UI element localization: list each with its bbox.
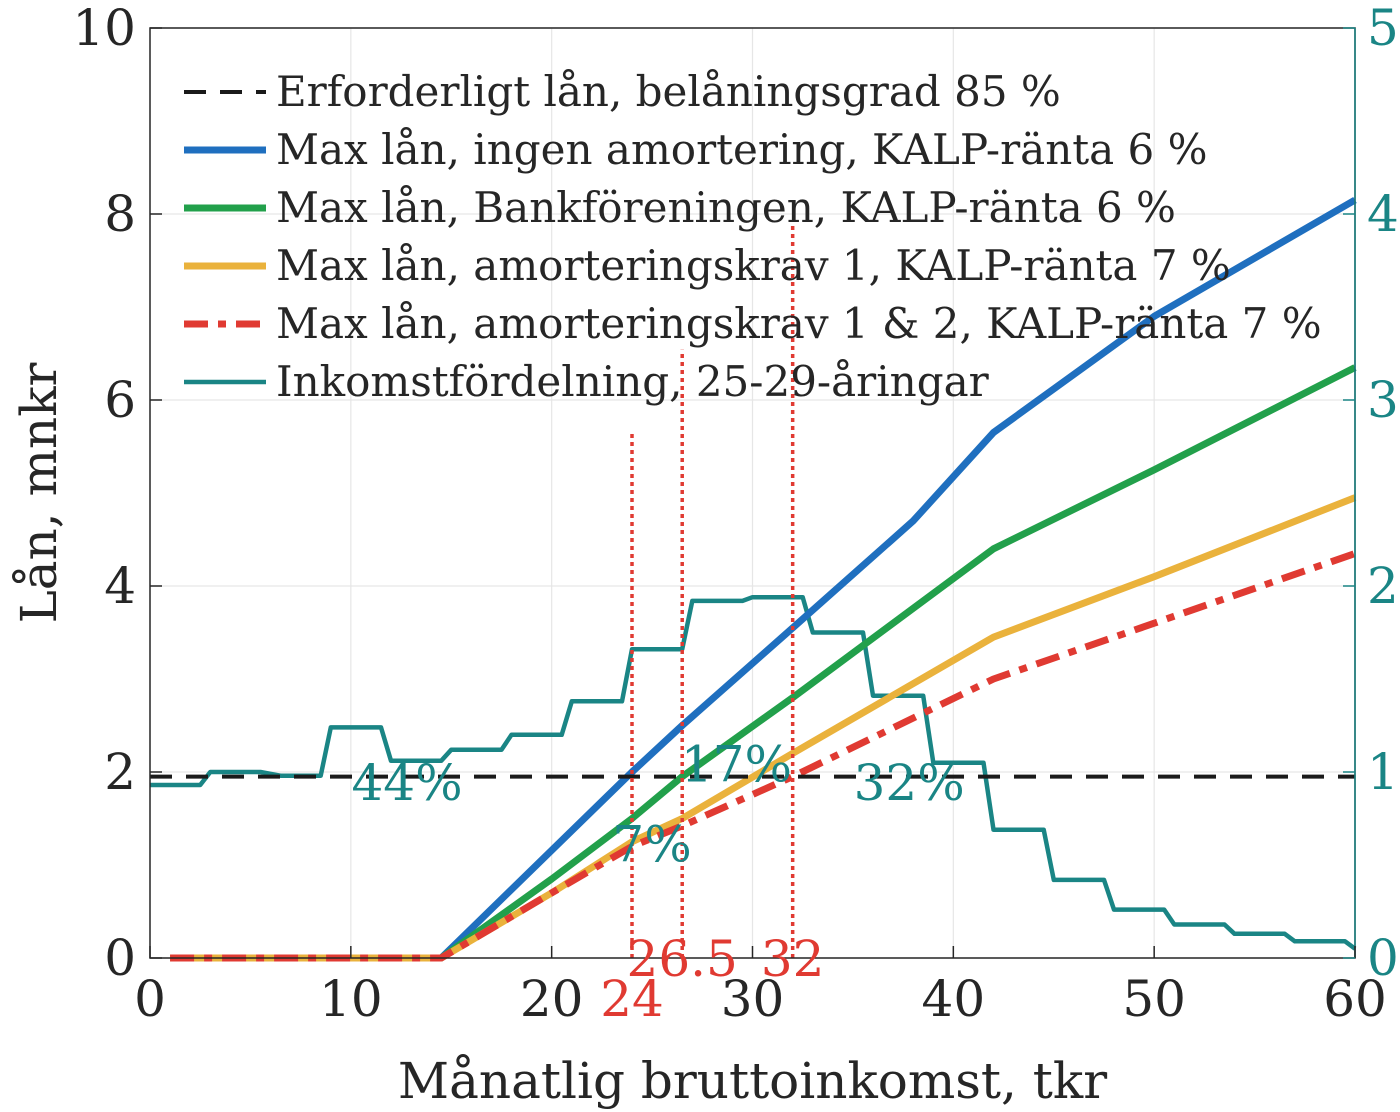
legend-entry: Max lån, Bankföreningen, KALP-ränta 6 % (276, 183, 1176, 232)
y-tick-label: 4 (104, 557, 136, 615)
legend-entry: Max lån, ingen amortering, KALP-ränta 6 … (276, 125, 1208, 174)
threshold-label: 32 (761, 930, 825, 988)
x-axis-label: Månatlig bruttoinkomst, tkr (398, 1052, 1107, 1110)
x-tick-label: 30 (721, 970, 785, 1028)
share-annotation: 17% (681, 735, 792, 793)
y2-tick-label: 2 (1367, 557, 1399, 615)
y2-tick-label: 0 (1367, 929, 1399, 987)
y-tick-label: 10 (72, 0, 136, 57)
legend-entry: Max lån, amorteringskrav 1, KALP-ränta 7… (276, 241, 1231, 290)
share-annotation: 7% (612, 815, 691, 873)
threshold-lines (630, 223, 795, 958)
y-tick-label: 6 (104, 371, 136, 429)
y-tick-label: 2 (104, 743, 136, 801)
y2-tick-label: 5 (1367, 0, 1399, 57)
y-tick-label: 8 (104, 185, 136, 243)
legend: Erforderligt lån, belåningsgrad 85 % Max … (184, 67, 1322, 406)
series-line-red (170, 550, 1357, 962)
y2-tick-label: 1 (1367, 743, 1399, 801)
x-tick-label: 20 (520, 970, 584, 1028)
share-annotation: 44% (351, 754, 462, 812)
y-axis-label: Lån, mnkr (10, 363, 68, 624)
x-tick-label: 0 (134, 970, 166, 1028)
y2-tick-label: 3 (1367, 371, 1399, 429)
x-tick-label: 40 (922, 970, 986, 1028)
series-line-green (170, 364, 1357, 962)
threshold-label: 26.5 (627, 930, 738, 988)
x-tick-label: 50 (1122, 970, 1186, 1028)
threshold-label: 24 (600, 970, 664, 1028)
share-annotation: 32% (854, 754, 965, 812)
legend-entry: Inkomstfördelning, 25-29-åringar (276, 357, 990, 406)
x-tick-label: 60 (1323, 970, 1387, 1028)
series-line-teal (150, 594, 1357, 951)
legend-entry: Erforderligt lån, belåningsgrad 85 % (276, 67, 1061, 116)
y2-tick-label: 4 (1367, 185, 1399, 243)
y-tick-label: 0 (104, 929, 136, 987)
legend-entry: Max lån, amorteringskrav 1 & 2, KALP-rän… (276, 299, 1322, 348)
x-tick-label: 10 (319, 970, 383, 1028)
